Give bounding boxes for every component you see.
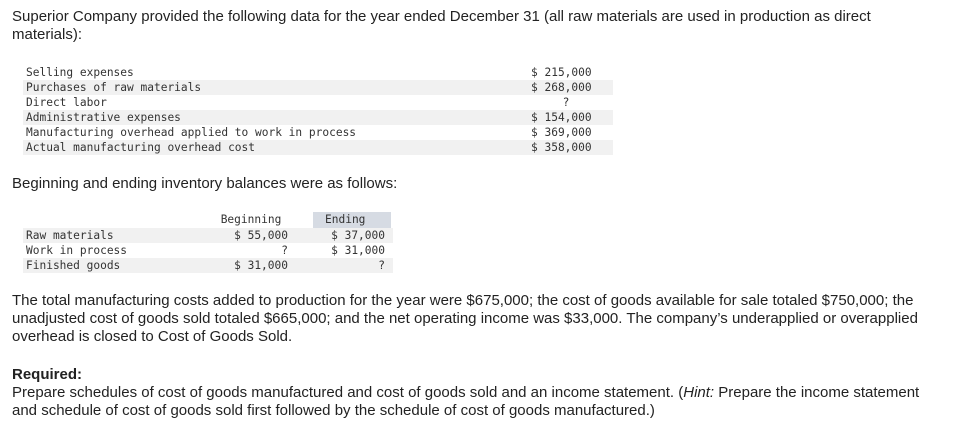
ending-value: $ 37,000 bbox=[331, 229, 385, 242]
required-text-part-2: Prepare the income statement and schedul… bbox=[12, 384, 920, 419]
cost-row-selling-expenses: Selling expenses $ 215,000 bbox=[23, 65, 613, 80]
beginning-value: $ 31,000 bbox=[234, 259, 288, 272]
required-instructions: Prepare schedules of cost of goods manuf… bbox=[12, 384, 947, 420]
required-text-part-1: Prepare schedules of cost of goods manuf… bbox=[12, 384, 684, 401]
inventory-row-raw-materials: Raw materials $ 55,000 $ 37,000 bbox=[23, 228, 393, 243]
cost-label: Direct labor bbox=[26, 96, 107, 109]
cost-value: ? bbox=[562, 96, 570, 109]
cost-value: $ 358,000 bbox=[531, 141, 592, 154]
inventory-row-finished-goods: Finished goods $ 31,000 ? bbox=[23, 258, 393, 273]
ending-header-shade bbox=[313, 212, 391, 228]
cost-row-administrative-expenses: Administrative expenses $ 154,000 bbox=[23, 110, 613, 125]
inventory-label: Raw materials bbox=[26, 229, 114, 242]
required-section: Required: Prepare schedules of cost of g… bbox=[12, 366, 947, 420]
problem-intro: Superior Company provided the following … bbox=[12, 8, 871, 43]
summary-paragraph: The total manufacturing costs added to p… bbox=[12, 292, 918, 345]
cost-row-direct-labor: Direct labor ? bbox=[23, 95, 613, 110]
balances-intro: Beginning and ending inventory balances … bbox=[12, 175, 398, 192]
cost-label: Selling expenses bbox=[26, 66, 134, 79]
beginning-value: $ 55,000 bbox=[234, 229, 288, 242]
cost-label: Manufacturing overhead applied to work i… bbox=[26, 126, 357, 139]
inventory-label: Finished goods bbox=[26, 259, 121, 272]
cost-value: $ 154,000 bbox=[531, 111, 592, 124]
inventory-label: Work in process bbox=[26, 244, 128, 257]
cost-label: Purchases of raw materials bbox=[26, 81, 202, 94]
inventory-table: Beginning Ending Raw materials $ 55,000 … bbox=[23, 212, 393, 273]
hint-label: Hint: bbox=[683, 384, 715, 401]
cost-label: Actual manufacturing overhead cost bbox=[26, 141, 256, 154]
beginning-value: ? bbox=[281, 244, 288, 257]
cost-value: $ 268,000 bbox=[531, 81, 592, 94]
ending-value: ? bbox=[378, 259, 385, 272]
inventory-row-work-in-process: Work in process ? $ 31,000 bbox=[23, 243, 393, 258]
cost-row-purchases-raw-materials: Purchases of raw materials $ 268,000 bbox=[23, 80, 613, 95]
cost-value: $ 369,000 bbox=[531, 126, 592, 139]
cost-value: $ 215,000 bbox=[531, 66, 592, 79]
ending-value: $ 31,000 bbox=[331, 244, 385, 257]
cost-row-overhead-applied: Manufacturing overhead applied to work i… bbox=[23, 125, 613, 140]
cost-row-actual-overhead: Actual manufacturing overhead cost $ 358… bbox=[23, 140, 613, 155]
cost-data-table: Selling expenses $ 215,000 Purchases of … bbox=[23, 65, 613, 155]
cost-label: Administrative expenses bbox=[26, 111, 181, 124]
required-heading: Required: bbox=[12, 366, 83, 383]
beginning-header: Beginning bbox=[220, 213, 282, 226]
ending-header: Ending bbox=[325, 213, 366, 226]
inventory-header-row: Beginning Ending bbox=[23, 212, 393, 228]
